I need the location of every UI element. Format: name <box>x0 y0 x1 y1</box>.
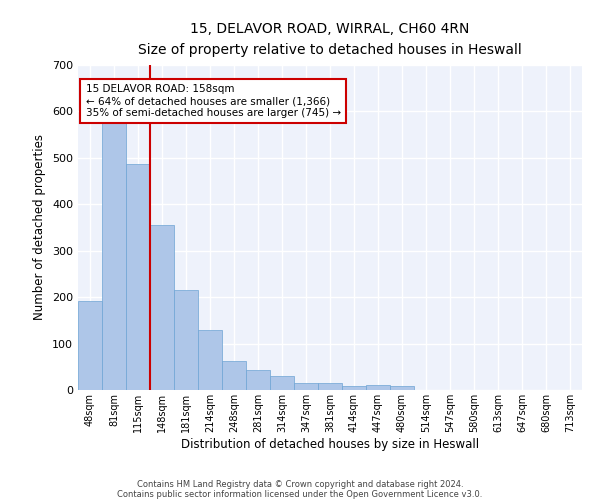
Bar <box>126 164 150 390</box>
Text: Contains public sector information licensed under the Open Government Licence v3: Contains public sector information licen… <box>118 490 482 499</box>
Bar <box>150 225 174 390</box>
X-axis label: Distribution of detached houses by size in Heswall: Distribution of detached houses by size … <box>181 438 479 450</box>
Bar <box>390 386 414 390</box>
Bar <box>78 301 102 390</box>
Bar <box>198 330 222 390</box>
Bar <box>366 386 390 390</box>
Bar <box>222 361 246 390</box>
Bar <box>294 383 318 390</box>
Text: 15 DELAVOR ROAD: 158sqm
← 64% of detached houses are smaller (1,366)
35% of semi: 15 DELAVOR ROAD: 158sqm ← 64% of detache… <box>86 84 341 117</box>
Y-axis label: Number of detached properties: Number of detached properties <box>34 134 46 320</box>
Bar <box>342 386 366 390</box>
Bar <box>318 383 342 390</box>
Text: Contains HM Land Registry data © Crown copyright and database right 2024.: Contains HM Land Registry data © Crown c… <box>137 480 463 489</box>
Bar <box>102 120 126 390</box>
Bar <box>246 370 270 390</box>
Title: 15, DELAVOR ROAD, WIRRAL, CH60 4RN
Size of property relative to detached houses : 15, DELAVOR ROAD, WIRRAL, CH60 4RN Size … <box>138 22 522 57</box>
Bar <box>270 376 294 390</box>
Bar <box>174 290 198 390</box>
